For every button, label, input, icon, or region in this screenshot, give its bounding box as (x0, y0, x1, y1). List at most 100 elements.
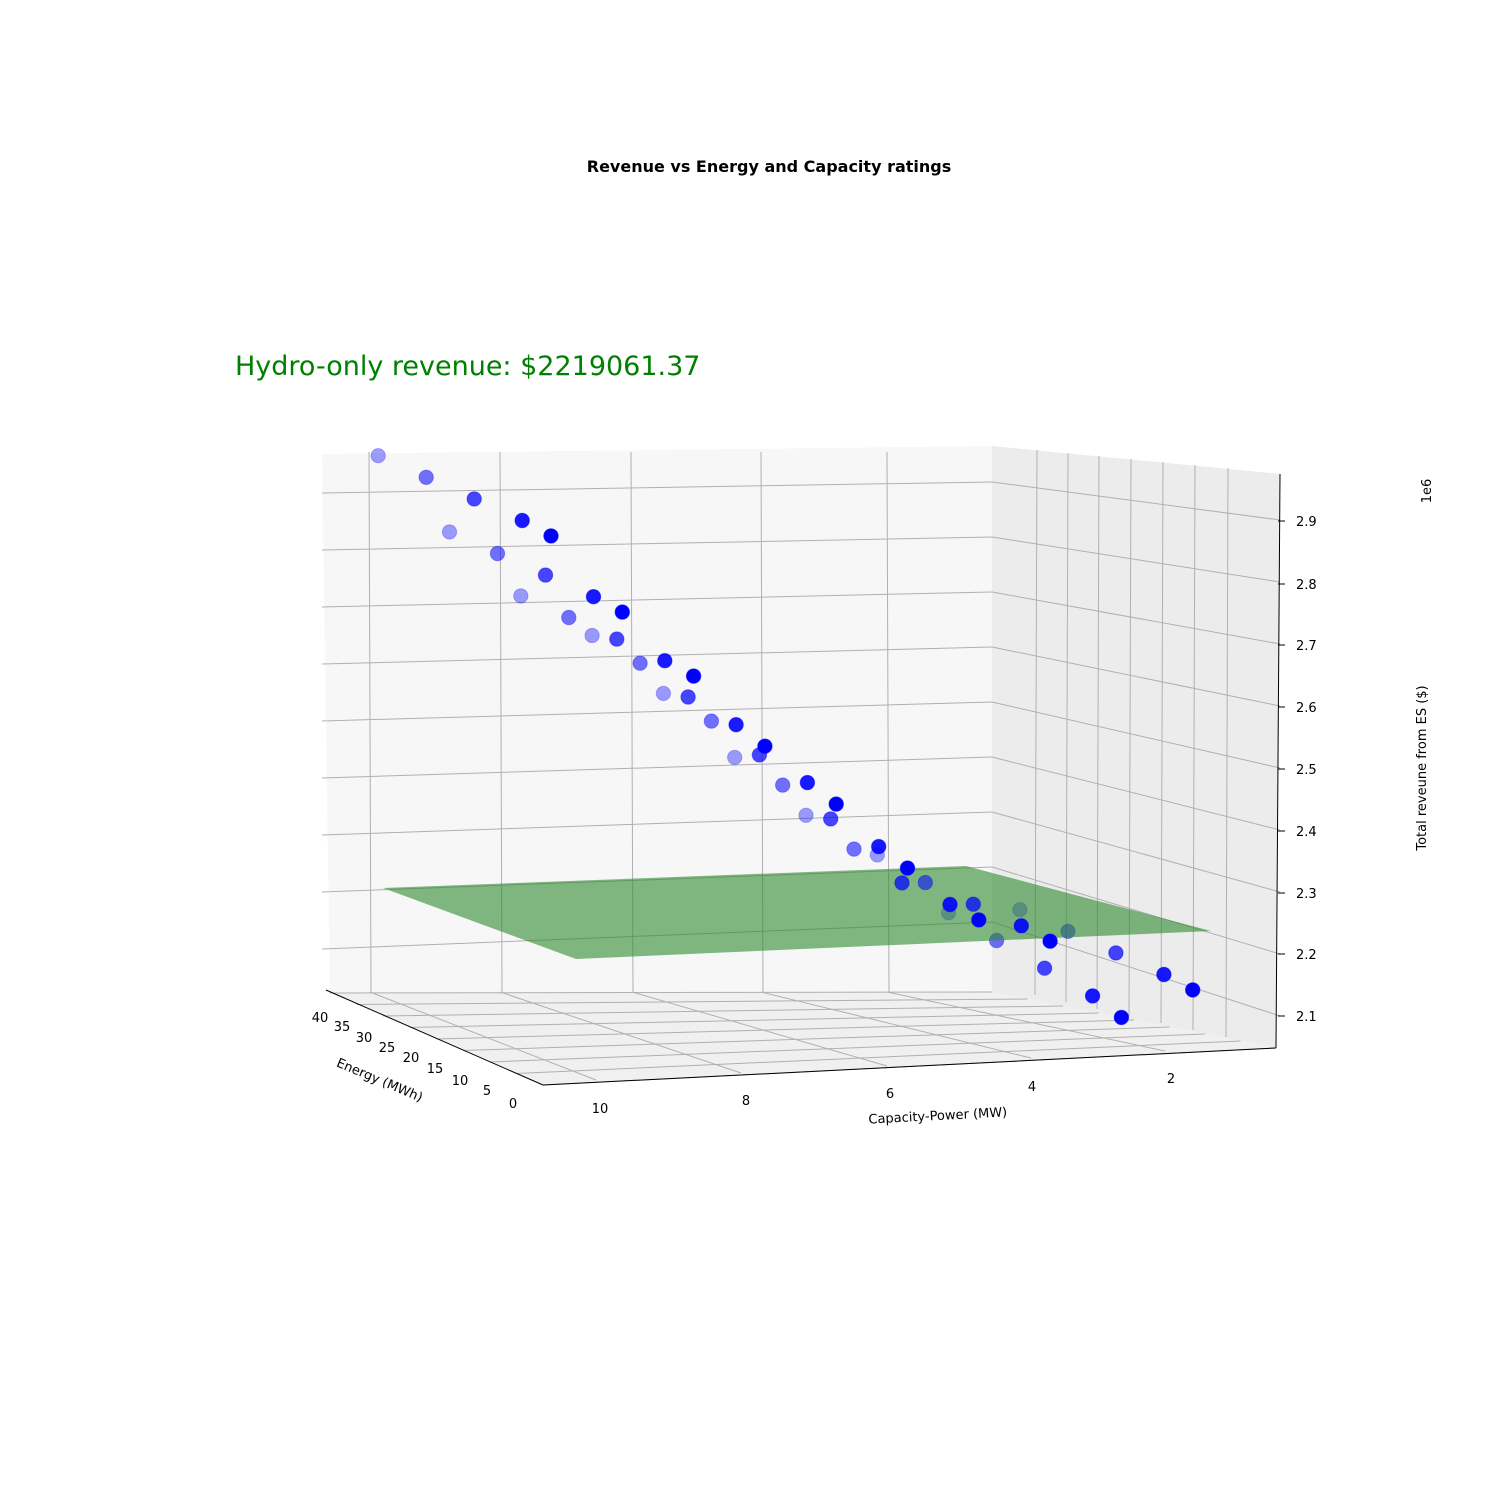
capacity-tick-label: 6 (886, 1087, 894, 1102)
scatter-point (657, 653, 673, 669)
scatter-point (543, 528, 559, 544)
floor-grid-energy (463, 1026, 1170, 1051)
side-grid-line (991, 756, 1281, 831)
back-grid-line (321, 811, 993, 836)
scatter-point (871, 838, 887, 855)
floor-grid-capacity (499, 991, 742, 1074)
scatter-point (846, 841, 862, 857)
scatter-point (537, 567, 554, 583)
scatter-point (727, 749, 743, 766)
revenue-tick-label: 2.6 (1296, 701, 1317, 716)
scatter-point (917, 874, 933, 891)
energy-tick-label: 40 (312, 1011, 329, 1026)
scatter-point (965, 896, 981, 912)
revenue-tick-label: 2.7 (1296, 639, 1317, 654)
floor-grid-energy (329, 991, 993, 994)
scatter-point (751, 747, 768, 763)
scatter-point (680, 689, 696, 705)
scatter-point (370, 448, 386, 464)
side-grid-line (991, 811, 1281, 893)
back-grid-line (321, 701, 993, 722)
scatter-point (584, 627, 600, 644)
revenue-tick-label: 2.1 (1296, 1010, 1317, 1025)
floor-grid-energy (489, 1033, 1206, 1063)
capacity-tick-label: 2 (1167, 1072, 1175, 1087)
scatter-point (869, 847, 885, 863)
scatter-point (441, 524, 458, 540)
chart-title: Revenue vs Energy and Capacity ratings (587, 157, 952, 176)
floor-grid-capacity (369, 991, 597, 1081)
scatter-point (632, 655, 648, 671)
revenue-tick-label: 2.9 (1296, 515, 1317, 530)
scatter-point (418, 469, 434, 485)
scatter-point (1042, 933, 1058, 949)
energy-tick-label: 30 (356, 1031, 373, 1046)
scatter-point (1113, 1009, 1130, 1026)
energy-tick-label: 15 (427, 1062, 444, 1077)
scatter-point (894, 875, 910, 891)
energy-tick-label: 5 (483, 1084, 491, 1099)
floor-grid-capacity (760, 991, 1032, 1059)
floor-grid-energy (516, 1040, 1241, 1074)
scatter-point (775, 777, 791, 793)
scatter-point (1156, 966, 1172, 983)
energy-tick-label: 0 (509, 1097, 517, 1112)
side-grid-line (991, 701, 1281, 769)
energy-tick-label: 35 (334, 1020, 351, 1035)
back-grid-line (321, 481, 993, 494)
capacity-axis-line (542, 1047, 1277, 1086)
scatter-point (614, 604, 630, 620)
scatter-point (466, 491, 482, 507)
revenue-axis-label: Total reveune from ES ($) (1415, 685, 1430, 851)
revenue-offset-text: 1e6 (1420, 479, 1435, 504)
floor-grid-capacity (631, 991, 888, 1067)
scatter-point (799, 774, 816, 791)
scatter-point (703, 713, 720, 729)
floor-grid-energy (383, 1005, 1064, 1017)
scatter-point (823, 811, 839, 827)
revenue-tick-label: 2.4 (1296, 825, 1317, 840)
back-grid-line (321, 591, 993, 608)
side-grid-line (991, 591, 1281, 645)
energy-tick-label: 10 (452, 1074, 469, 1089)
floor-grid-energy (436, 1019, 1135, 1040)
back-grid-line (321, 646, 993, 665)
scatter-point (1084, 988, 1101, 1004)
floor-pane (330, 992, 1276, 1085)
capacity-axis-label: Capacity-Power (MW) (868, 1105, 1008, 1127)
floor-grid-capacity (886, 991, 1166, 1052)
energy-axis-line (325, 989, 544, 1086)
floor-grid-energy (409, 1012, 1099, 1028)
scatter-point (798, 807, 814, 823)
side-grid-line (991, 646, 1281, 707)
scatter-point (514, 512, 530, 529)
scatter-point (1185, 982, 1201, 998)
revenue-tick-label: 2.3 (1296, 887, 1317, 902)
capacity-tick-label: 10 (592, 1102, 609, 1117)
scatter-point (655, 685, 672, 702)
revenue-tick-label: 2.8 (1296, 578, 1317, 593)
scatter-point (489, 545, 506, 562)
revenue-tick-label: 2.2 (1296, 948, 1317, 963)
capacity-tick-label: 4 (1028, 1080, 1036, 1095)
side-vertical-grid (1225, 467, 1229, 1038)
axis-panes (322, 446, 1280, 1085)
scatter-point (609, 631, 625, 647)
floor-grid-energy (356, 998, 1028, 1005)
scatter-point (513, 588, 529, 604)
scatter-point (1013, 918, 1029, 934)
scatter-point (685, 668, 702, 684)
scatter-point (828, 796, 844, 812)
scatter-point (1036, 960, 1053, 976)
back-grid-line (321, 756, 993, 779)
side-vertical-grid (1192, 464, 1196, 1031)
hydro-revenue-annotation: Hydro-only revenue: $2219061.37 (235, 351, 700, 382)
side-grid-line (991, 536, 1281, 583)
side-grid-line (991, 481, 1281, 521)
back-grid-line (321, 536, 993, 551)
scatter-point (899, 860, 916, 876)
scatter-point (971, 912, 987, 928)
